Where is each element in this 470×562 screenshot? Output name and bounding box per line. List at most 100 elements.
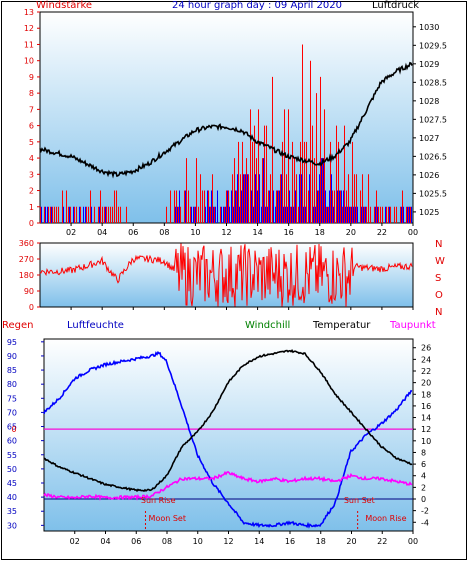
wind-tick-label: 9 <box>29 73 34 82</box>
humidity-tick-label: 95 <box>7 338 17 347</box>
compass-label: N <box>435 307 442 318</box>
direction-tick-label: 180 <box>19 271 34 280</box>
humidity-tick-label: 90 <box>7 352 17 361</box>
dewpoint-line <box>43 470 413 501</box>
x-tick-label: 22 <box>377 228 387 237</box>
humidity-tick-label: 35 <box>7 507 17 516</box>
compass-label: O <box>435 290 443 301</box>
x-tick-label: 10 <box>190 228 200 237</box>
humidity-tick-label: 50 <box>7 465 17 474</box>
pressure-tick-label: 1025 <box>419 208 439 217</box>
wind-tick-label: 6 <box>29 122 34 131</box>
humidity-tick-label: 60 <box>7 437 17 446</box>
x-tick-label: 04 <box>97 228 107 237</box>
legend-windchill: Windchill <box>245 320 291 331</box>
temperature-tick-label: 16 <box>421 402 431 411</box>
compass-label: N <box>435 239 442 250</box>
humidity-line <box>43 350 413 529</box>
compass-label: S <box>435 273 441 284</box>
humidity-tick-label: 85 <box>7 366 17 375</box>
temperature-tick-label: 4 <box>421 472 426 481</box>
x-tick-label: 06 <box>128 228 138 237</box>
pressure-tick-label: 1026.5 <box>419 152 447 161</box>
temperature-tick-label: 10 <box>421 437 431 446</box>
pressure-axis-title: Luftdruck <box>372 0 420 11</box>
x-tick-label: 12 <box>223 537 233 546</box>
x-tick-label: 12 <box>221 228 231 237</box>
x-tick-label: 06 <box>131 537 141 546</box>
wind-tick-label: 8 <box>29 89 34 98</box>
humidity-tick-label: 65 <box>7 423 17 432</box>
pressure-tick-label: 1025.5 <box>419 189 447 198</box>
x-tick-label: 02 <box>70 537 80 546</box>
pressure-line <box>39 61 413 179</box>
wind-tick-label: 5 <box>29 138 34 147</box>
wind-tick-label: 4 <box>29 154 34 163</box>
pressure-tick-label: 1028.5 <box>419 78 447 87</box>
x-tick-label: 20 <box>346 228 356 237</box>
wind-direction-line <box>39 243 413 307</box>
humidity-tick-label: 55 <box>7 451 17 460</box>
temperature-tick-label: 18 <box>421 390 431 399</box>
pressure-tick-label: 1028 <box>419 97 439 106</box>
wind-tick-label: 11 <box>24 40 34 49</box>
x-tick-label: 18 <box>316 537 326 546</box>
wind-tick-label: 0 <box>29 219 34 228</box>
x-tick-label: 00 <box>408 537 418 546</box>
humidity-tick-label: 45 <box>7 479 17 488</box>
pressure-tick-label: 1026 <box>419 171 439 180</box>
direction-tick-label: 270 <box>19 255 34 264</box>
wind-axis-title: Windstärke <box>36 0 93 11</box>
humidity-tick-label: 70 <box>7 408 17 417</box>
page-title: 24 hour graph day : 09 April 2020 <box>172 0 342 11</box>
x-tick-label: 10 <box>193 537 203 546</box>
wind-tick-label: 1 <box>29 203 34 212</box>
compass-label: W <box>435 256 445 267</box>
temperature-tick-label: -2 <box>421 507 429 516</box>
sun-rise-label: Sun Rise <box>141 496 176 505</box>
wind-pressure-plot-area <box>39 11 414 224</box>
sun-set-label: Sun Set <box>344 496 375 505</box>
legend-taupunkt: Taupunkt <box>390 320 436 331</box>
legend-regen: Regen <box>2 320 34 331</box>
temperature-tick-label: 0 <box>421 495 426 504</box>
direction-tick-label: 0 <box>29 303 34 312</box>
x-tick-label: 14 <box>254 537 264 546</box>
x-tick-label: 18 <box>315 228 325 237</box>
wind-tick-label: 7 <box>29 105 34 114</box>
wind-tick-label: 3 <box>29 170 34 179</box>
x-tick-label: 14 <box>252 228 262 237</box>
humidity-tick-label: 30 <box>7 521 17 530</box>
temperature-tick-label: 8 <box>421 448 426 457</box>
x-tick-label: 20 <box>346 537 356 546</box>
x-tick-label: 00 <box>408 228 418 237</box>
pressure-tick-label: 1029 <box>419 60 439 69</box>
humidity-tick-label: 80 <box>7 380 17 389</box>
legend-luftfeuchte: Luftfeuchte <box>67 320 124 331</box>
wind-tick-label: 13 <box>24 8 34 17</box>
x-tick-label: 04 <box>100 537 110 546</box>
x-tick-label: 02 <box>66 228 76 237</box>
moon-rise-label: Moon Rise <box>365 514 406 523</box>
temperature-tick-label: 12 <box>421 425 431 434</box>
x-tick-label: 22 <box>377 537 387 546</box>
temperature-tick-label: 20 <box>421 379 431 388</box>
x-tick-label: 08 <box>159 228 169 237</box>
pressure-tick-label: 1027 <box>419 134 439 143</box>
moon-set-label: Moon Set <box>149 514 186 523</box>
temperature-tick-label: 24 <box>421 355 431 364</box>
x-tick-label: 08 <box>162 537 172 546</box>
temperature-tick-label: -4 <box>421 518 429 527</box>
temperature-line <box>43 349 413 493</box>
x-tick-label: 16 <box>284 228 294 237</box>
pressure-tick-label: 1029.5 <box>419 41 447 50</box>
temperature-tick-label: 2 <box>421 483 426 492</box>
direction-tick-label: 360 <box>19 239 34 248</box>
rain-tick-label: 0 <box>11 425 16 434</box>
temperature-tick-label: 6 <box>421 460 426 469</box>
x-tick-label: 16 <box>285 537 295 546</box>
legend-temperatur: Temperatur <box>313 320 371 331</box>
wind-tick-label: 2 <box>29 187 34 196</box>
